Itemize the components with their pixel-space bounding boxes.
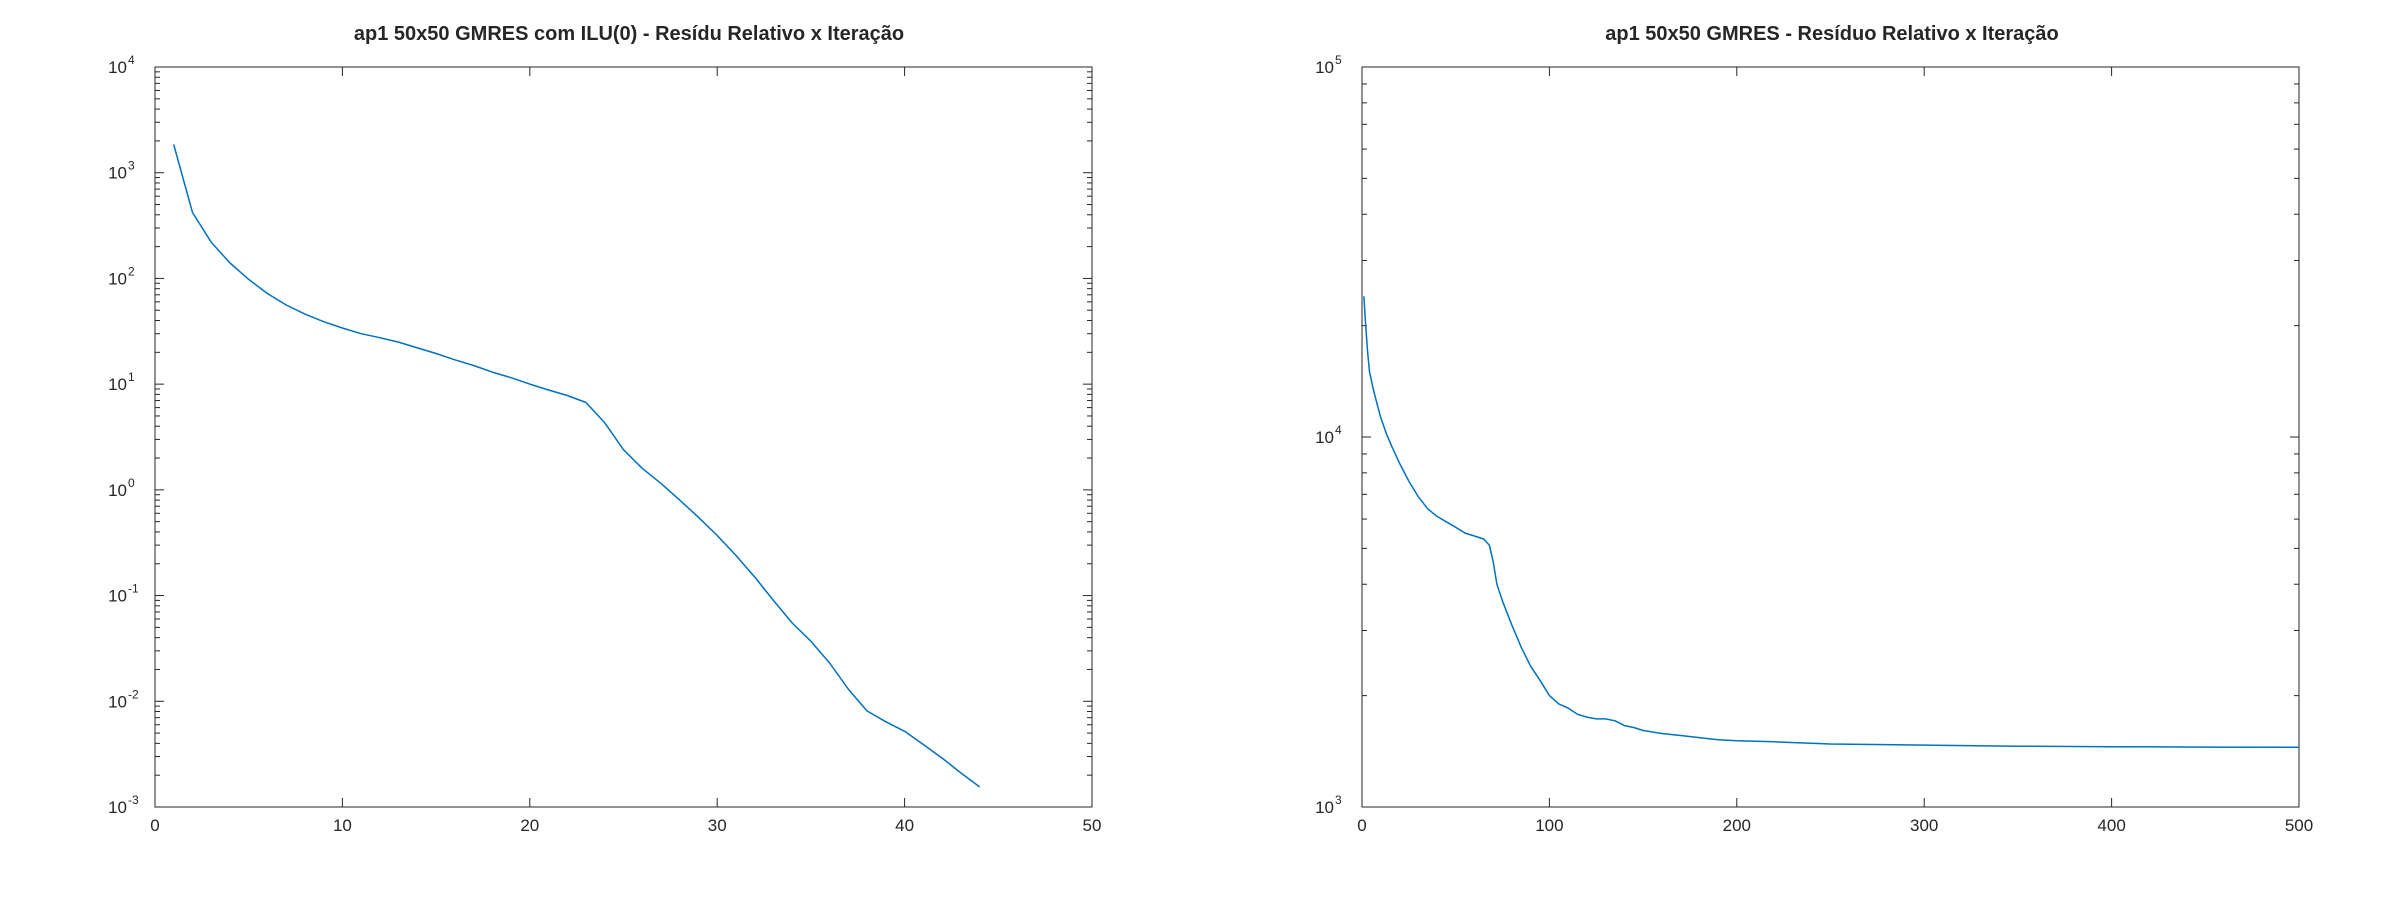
x-tick-label: 100 [1535,816,1563,835]
x-tick-label: 40 [895,816,914,835]
x-tick-label: 10 [333,816,352,835]
y-tick-exponent: -3 [128,793,139,807]
x-tick-label: 20 [520,816,539,835]
x-tick-label: 400 [2097,816,2125,835]
y-tick-label: 10 [1315,58,1334,77]
x-tick-label: 500 [2285,816,2313,835]
y-tick-label: 10 [108,798,127,817]
chart-panel-gmres: ap1 50x50 GMRES - Resíduo Relativo x Ite… [1315,23,2313,835]
x-tick-label: 0 [1357,816,1366,835]
y-tick-label: 10 [1315,798,1334,817]
y-tick-exponent: 1 [128,370,135,384]
y-tick-exponent: -2 [128,687,139,701]
chart-title: ap1 50x50 GMRES - Resíduo Relativo x Ite… [1605,23,2059,45]
x-tick-label: 300 [1910,816,1938,835]
series-line-residual [172,144,981,788]
axis-ticks [1361,66,2300,808]
y-tick-base: 10 [1315,58,1334,77]
y-tick-base: 10 [108,375,127,394]
y-tick-exponent: 4 [1335,423,1342,437]
y-tick-base: 10 [108,692,127,711]
x-axis-tick-labels: 0 10 20 30 40 50 [150,816,1101,835]
y-tick-label: 10 [108,164,127,183]
y-tick-exponent: 2 [128,264,135,278]
x-tick-label: 0 [150,816,159,835]
y-tick-label: 10 [108,692,127,711]
y-tick-exponent: -1 [128,582,139,596]
y-tick-exponent: 4 [128,53,135,67]
y-tick-base: 10 [108,481,127,500]
x-tick-label: 200 [1723,816,1751,835]
y-tick-exponent: 0 [128,476,135,490]
y-tick-base: 10 [108,798,127,817]
y-tick-exponent: 3 [1335,793,1342,807]
chart-title: ap1 50x50 GMRES com ILU(0) - Resídu Rela… [354,23,904,45]
y-tick-base: 10 [108,58,127,77]
chart-panel-ilu: ap1 50x50 GMRES com ILU(0) - Resídu Rela… [108,23,1101,835]
x-tick-label: 50 [1083,816,1102,835]
y-tick-label: 10 [1315,428,1334,447]
y-tick-label: 10 [108,587,127,606]
y-tick-base: 10 [108,164,127,183]
plot-area-frame [154,66,1093,808]
y-tick-label: 10 [108,58,127,77]
y-tick-exponent: 5 [1335,53,1342,67]
y-tick-label: 10 [108,269,127,288]
y-tick-base: 10 [1315,798,1334,817]
y-tick-base: 10 [108,587,127,606]
x-tick-label: 30 [708,816,727,835]
y-tick-base: 10 [1315,428,1334,447]
series-line-residual [1363,296,2300,749]
y-tick-label: 10 [108,375,127,394]
x-axis-tick-labels: 0 100 200 300 400 500 [1357,816,2313,835]
y-tick-base: 10 [108,269,127,288]
axis-ticks [154,66,1093,808]
y-tick-exponent: 3 [128,159,135,173]
y-tick-label: 10 [108,481,127,500]
